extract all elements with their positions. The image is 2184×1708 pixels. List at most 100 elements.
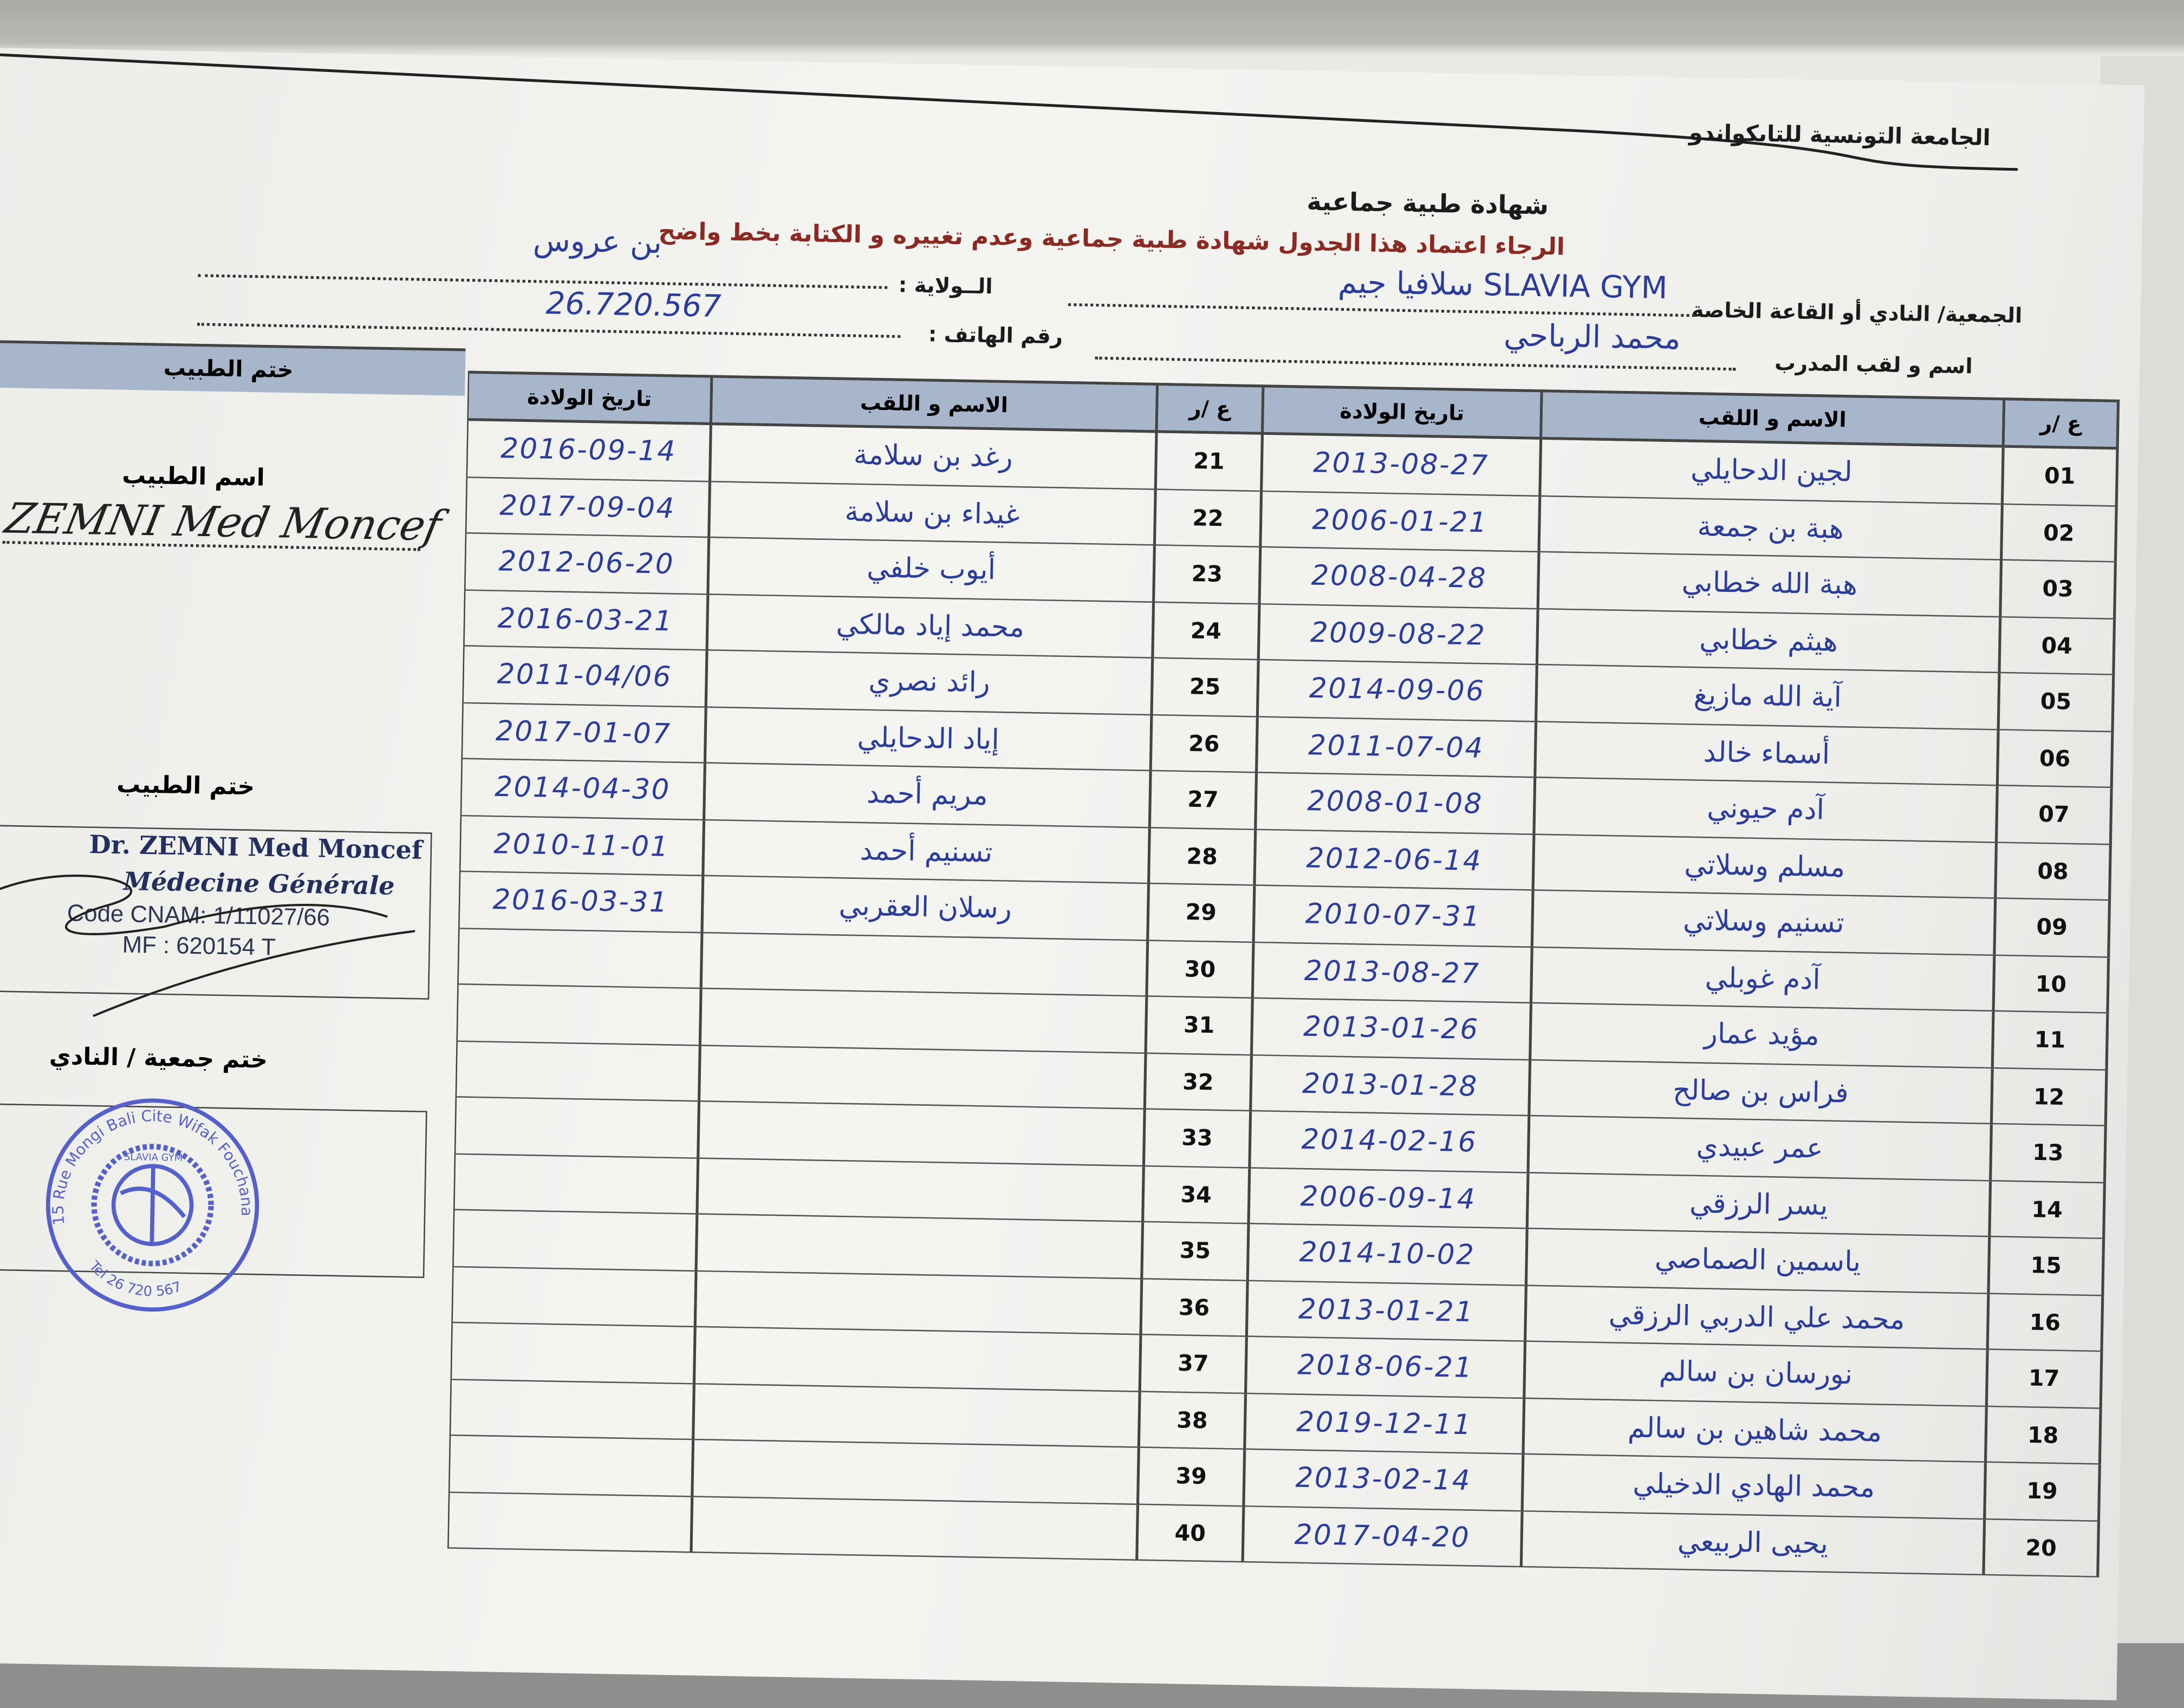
- name-cell[interactable]: تسنيم وسلاتي: [1533, 890, 1997, 955]
- num-cell: 22: [1155, 489, 1263, 548]
- dob-cell[interactable]: [452, 1323, 697, 1384]
- num-cell: 02: [2003, 504, 2118, 563]
- dob-cell[interactable]: [457, 1041, 701, 1102]
- dob-cell[interactable]: 2012-06-20: [465, 533, 711, 595]
- name-cell[interactable]: نورسان بن سالم: [1525, 1341, 1989, 1406]
- name-cell[interactable]: مؤيد عمار: [1531, 1003, 1995, 1068]
- name-cell[interactable]: آدم حيوني: [1535, 778, 1999, 843]
- num-cell: 25: [1153, 658, 1260, 717]
- dob-cell[interactable]: [452, 1267, 698, 1328]
- name-cell[interactable]: [698, 1158, 1145, 1223]
- num-cell: 09: [1995, 898, 2111, 957]
- name-cell[interactable]: [701, 989, 1148, 1053]
- dob-cell[interactable]: [450, 1436, 695, 1497]
- name-cell[interactable]: غيداء بن سلامة: [710, 481, 1157, 546]
- dob-cell[interactable]: 2014-09-06: [1258, 660, 1538, 722]
- name-cell[interactable]: فراس بن صالح: [1530, 1060, 1994, 1125]
- dob-cell[interactable]: 2017-09-04: [466, 477, 712, 538]
- dob-cell[interactable]: 2010-11-01: [460, 816, 706, 877]
- club-stamp-label: ختم جمعية / النادي: [49, 1043, 268, 1075]
- dob-cell[interactable]: 2013-02-14: [1245, 1450, 1525, 1511]
- name-cell[interactable]: هيثم خطابي: [1538, 609, 2002, 674]
- dob-cell[interactable]: 2011-07-04: [1258, 716, 1538, 778]
- dob-cell[interactable]: 2014-02-16: [1251, 1111, 1531, 1173]
- dob-cell[interactable]: 2016-03-21: [464, 590, 710, 651]
- num-cell: 28: [1150, 827, 1257, 886]
- name-cell[interactable]: [699, 1101, 1146, 1166]
- name-cell[interactable]: هبة بن جمعة: [1540, 496, 2004, 560]
- dob-cell[interactable]: 2017-01-07: [463, 702, 707, 764]
- name-cell[interactable]: [702, 933, 1149, 997]
- dob-cell[interactable]: 2017-04-20: [1244, 1506, 1524, 1568]
- name-cell[interactable]: مسلم وسلاتي: [1534, 834, 1998, 899]
- name-cell[interactable]: [695, 1327, 1142, 1392]
- dob-cell[interactable]: 2012-06-14: [1256, 829, 1536, 891]
- dob-cell[interactable]: 2013-01-21: [1247, 1280, 1528, 1342]
- num-cell: 16: [1988, 1293, 2104, 1352]
- name-cell[interactable]: يسر الرزقي: [1528, 1172, 1992, 1237]
- dob-cell[interactable]: 2013-08-27: [1253, 942, 1533, 1004]
- name-cell[interactable]: أسماء خالد: [1536, 721, 2000, 786]
- name-cell[interactable]: آدم غوبلي: [1532, 947, 1996, 1012]
- name-cell[interactable]: [697, 1214, 1145, 1279]
- name-cell[interactable]: هبة الله خطابي: [1539, 552, 2003, 617]
- club-stamp-box: 15 Rue Mongi Bali Cite Wifak Fouchana Te…: [0, 1098, 427, 1312]
- dob-cell[interactable]: 2008-01-08: [1257, 773, 1537, 835]
- dob-cell[interactable]: 2018-06-21: [1247, 1337, 1527, 1398]
- name-cell[interactable]: إياد الدحايلي: [706, 707, 1153, 772]
- num-cell: 04: [2000, 617, 2116, 675]
- name-cell[interactable]: ياسمين الصماصي: [1527, 1229, 1991, 1294]
- document-title: شهادة طبية جماعية: [1306, 187, 1549, 221]
- state-field[interactable]: بن عروس: [198, 224, 888, 289]
- dob-cell[interactable]: 2013-01-26: [1253, 999, 1533, 1060]
- phone-field[interactable]: 26.720.567: [197, 287, 901, 338]
- name-cell[interactable]: محمد إياد مالكي: [708, 594, 1155, 659]
- dob-cell[interactable]: [454, 1153, 700, 1215]
- dob-cell[interactable]: [456, 1097, 701, 1158]
- name-cell[interactable]: محمد علي الدربي الرزقي: [1526, 1285, 1990, 1350]
- num-cell: 13: [1992, 1124, 2107, 1183]
- dob-cell[interactable]: 2013-08-27: [1263, 434, 1543, 496]
- dob-cell[interactable]: 2010-07-31: [1254, 885, 1535, 947]
- name-cell[interactable]: رغد بن سلامة: [711, 425, 1158, 490]
- name-cell[interactable]: أيوب خلفي: [709, 538, 1156, 602]
- dob-cell[interactable]: 2014-04-30: [461, 759, 706, 820]
- state-label: الــولاية :: [898, 272, 993, 299]
- name-cell[interactable]: رائد نصري: [707, 650, 1154, 715]
- name-cell[interactable]: آية الله مازيغ: [1537, 665, 2001, 730]
- club-field[interactable]: سلافيا جيم SLAVIA GYM: [1068, 266, 1695, 317]
- name-cell[interactable]: عمر عبيدي: [1529, 1116, 1993, 1181]
- name-cell[interactable]: رسلان العقربي: [703, 876, 1150, 941]
- name-cell[interactable]: محمد شاهين بن سالم: [1524, 1398, 1988, 1463]
- name-cell[interactable]: لجين الدحايلي: [1541, 439, 2005, 504]
- num-cell: 10: [1994, 955, 2110, 1014]
- dob-cell[interactable]: 2006-09-14: [1250, 1168, 1530, 1229]
- name-cell[interactable]: مريم أحمد: [705, 763, 1152, 828]
- club-stamp-seal: 15 Rue Mongi Bali Cite Wifak Fouchana Te…: [46, 1098, 259, 1312]
- dob-cell[interactable]: 2011-04/06: [463, 646, 708, 707]
- dob-cell[interactable]: 2008-04-28: [1260, 547, 1540, 609]
- dob-cell[interactable]: 2016-03-31: [459, 872, 705, 933]
- num-cell: 37: [1141, 1335, 1248, 1393]
- name-cell[interactable]: محمد الهادي الدخيلي: [1523, 1455, 1987, 1520]
- name-cell[interactable]: [693, 1440, 1140, 1504]
- dob-cell[interactable]: [457, 985, 703, 1046]
- dob-cell[interactable]: [451, 1379, 696, 1440]
- coach-field[interactable]: محمد الرباحي: [1095, 319, 1737, 371]
- dob-cell[interactable]: 2006-01-21: [1262, 491, 1542, 553]
- name-cell[interactable]: تسنيم أحمد: [704, 819, 1151, 884]
- dob-cell[interactable]: 2019-12-11: [1246, 1393, 1526, 1455]
- dob-cell[interactable]: [458, 928, 704, 989]
- dob-cell[interactable]: 2014-10-02: [1249, 1224, 1529, 1286]
- dob-cell[interactable]: [453, 1210, 699, 1271]
- dob-cell[interactable]: 2016-09-14: [467, 421, 712, 482]
- dob-cell[interactable]: 2013-01-28: [1252, 1055, 1532, 1117]
- dob-cell[interactable]: [448, 1492, 694, 1553]
- name-cell[interactable]: [694, 1384, 1141, 1448]
- name-cell[interactable]: [696, 1270, 1143, 1335]
- dob-cell[interactable]: 2009-08-22: [1259, 604, 1539, 666]
- name-cell[interactable]: يحيى الربيعي: [1522, 1511, 1986, 1576]
- name-cell[interactable]: [700, 1045, 1147, 1110]
- name-cell[interactable]: [692, 1496, 1140, 1561]
- num-cell: 24: [1154, 602, 1261, 661]
